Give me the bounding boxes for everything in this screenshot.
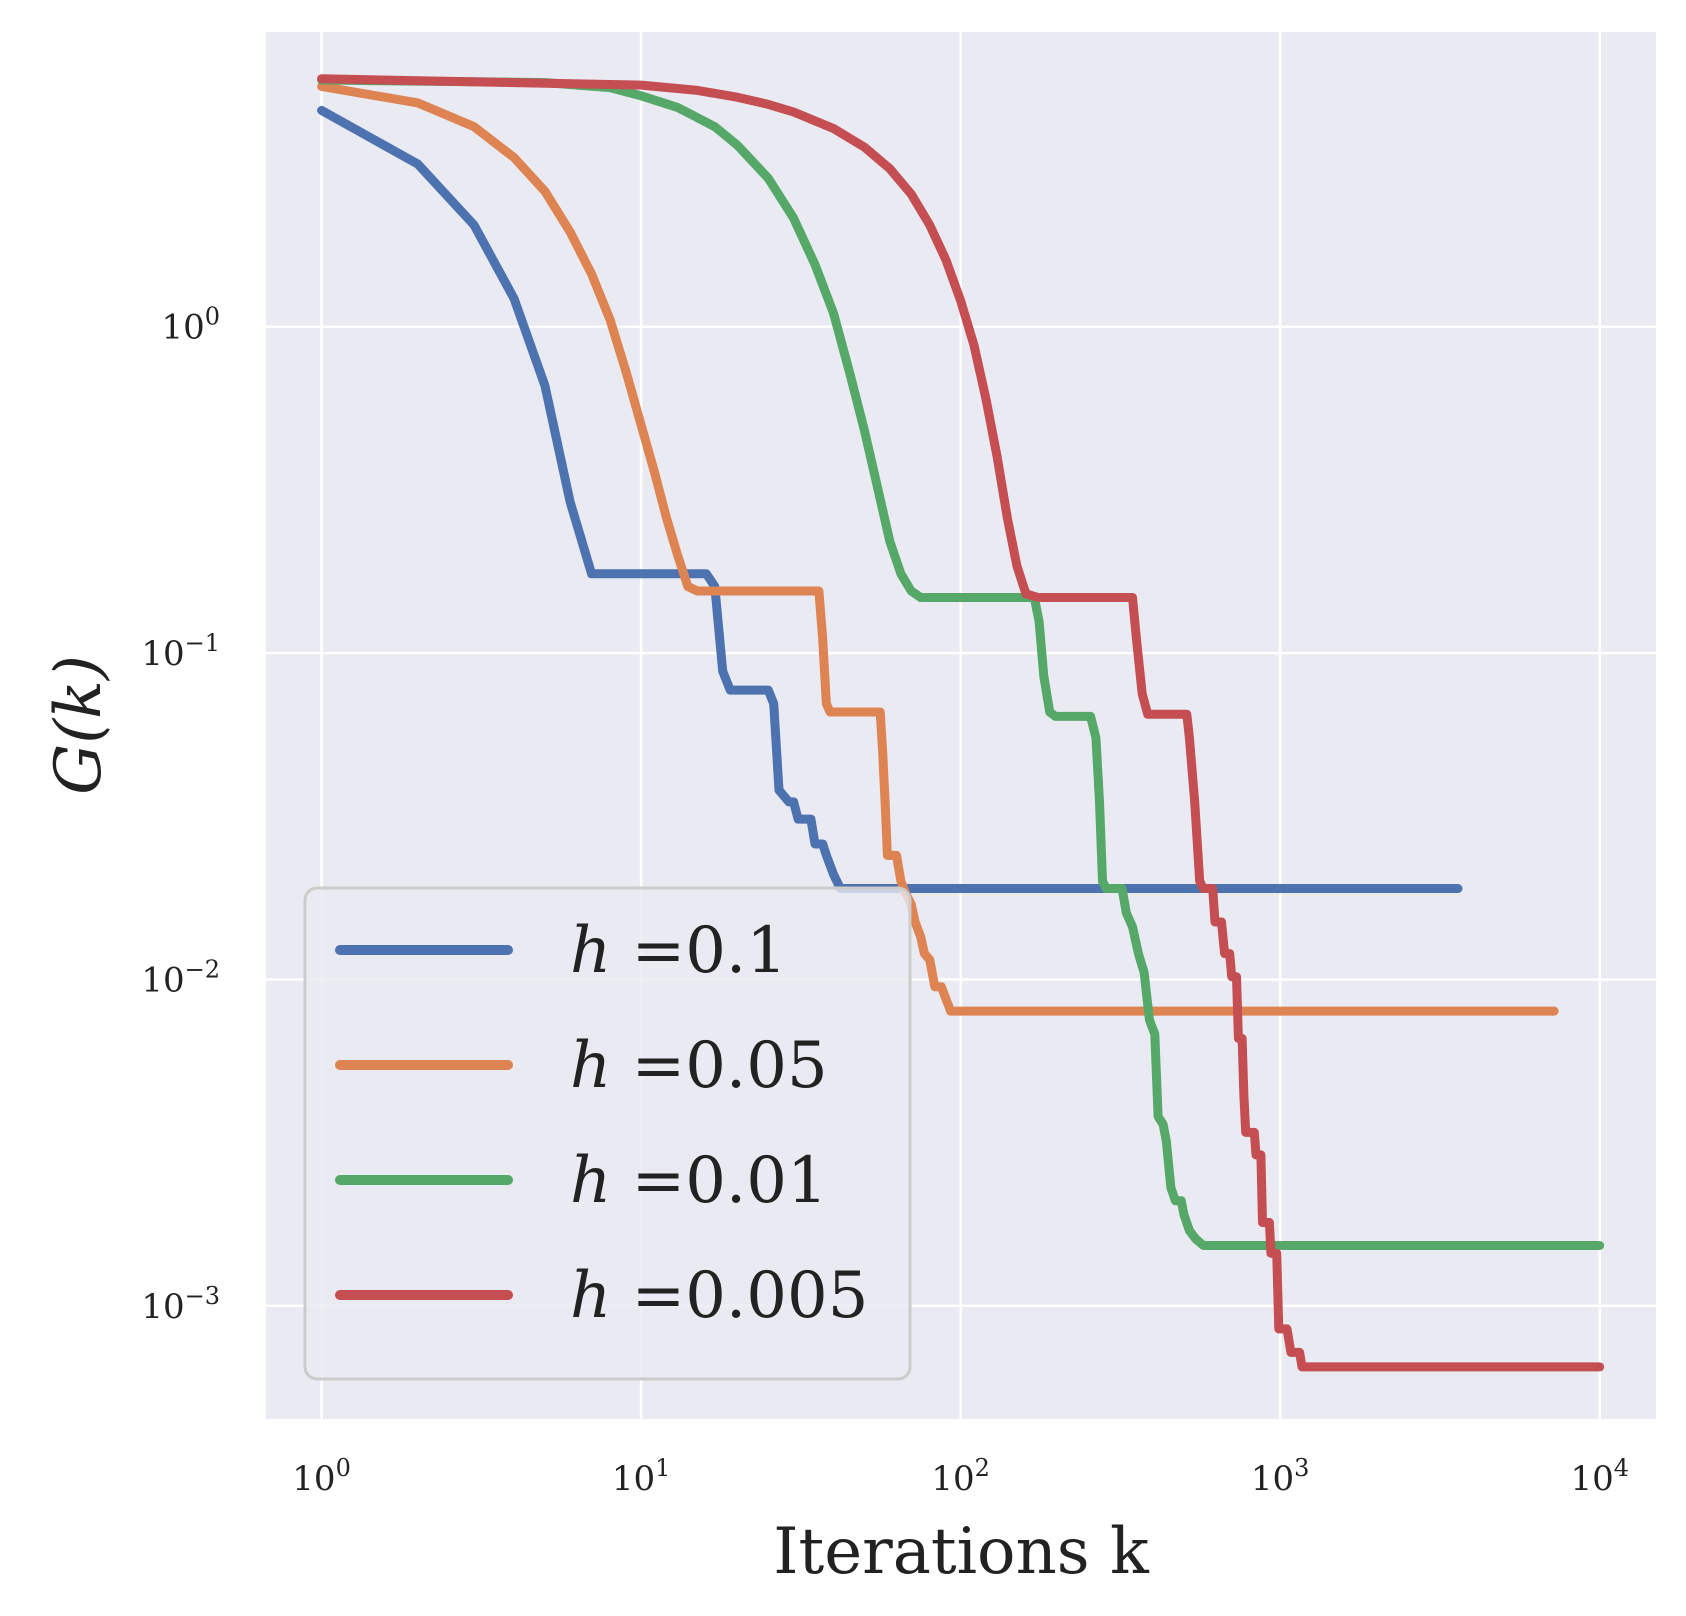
legend: h =0.1h =0.05h =0.01h =0.005 — [303, 886, 912, 1381]
y-tick-label-base: 10 — [141, 634, 184, 674]
y-tick-label: 100 — [161, 303, 220, 348]
x-tick-label-base: 10 — [931, 1459, 974, 1499]
x-tick-label: 101 — [612, 1454, 671, 1499]
legend-label-1: h =0.05 — [570, 1029, 828, 1103]
legend-label-0: h =0.1 — [570, 914, 787, 988]
legend-label-value: =0.05 — [632, 1029, 828, 1103]
x-tick-label: 100 — [292, 1454, 351, 1499]
y-tick-label: 10−2 — [141, 955, 220, 1000]
legend-box — [303, 886, 912, 1381]
y-tick-label-exponent: −3 — [185, 1282, 220, 1310]
y-tick-label: 10−3 — [141, 1282, 220, 1327]
legend-label-var: h — [570, 1029, 632, 1103]
y-tick-label: 10−1 — [141, 629, 220, 674]
legend-label-2: h =0.01 — [570, 1144, 828, 1218]
legend-label-var: h — [570, 1259, 632, 1333]
x-tick-label: 102 — [931, 1454, 990, 1499]
x-tick-label-exponent: 4 — [1614, 1454, 1629, 1482]
legend-label-value: =0.1 — [632, 914, 787, 988]
legend-label-var: h — [570, 914, 632, 988]
x-tick-labels: 100 101 102 103 104 — [292, 1454, 1629, 1499]
x-tick-label-base: 10 — [292, 1459, 335, 1499]
y-axis-title: G(k) — [42, 655, 116, 795]
x-tick-label-base: 10 — [1251, 1459, 1294, 1499]
x-axis-title: Iterations k — [773, 1515, 1150, 1589]
y-tick-label-exponent: −1 — [185, 629, 220, 657]
y-tick-label-exponent: 0 — [205, 303, 220, 331]
x-tick-label-exponent: 2 — [975, 1454, 990, 1482]
x-tick-label: 104 — [1570, 1454, 1629, 1499]
x-tick-label-exponent: 0 — [336, 1454, 351, 1482]
legend-label-var: h — [570, 1144, 632, 1218]
x-tick-label-base: 10 — [612, 1459, 655, 1499]
y-tick-label-base: 10 — [161, 308, 204, 348]
legend-label-3: h =0.005 — [570, 1259, 868, 1333]
series-line-3 — [317, 74, 1605, 1372]
x-tick-label-exponent: 1 — [655, 1454, 670, 1482]
y-tick-label-base: 10 — [141, 1287, 184, 1327]
x-tick-label: 103 — [1251, 1454, 1310, 1499]
series-line-1 — [317, 81, 1559, 1016]
y-tick-label-base: 10 — [141, 960, 184, 1000]
series-line-0 — [317, 105, 1463, 893]
series-lines — [317, 74, 1605, 1372]
x-tick-label-base: 10 — [1570, 1459, 1613, 1499]
x-tick-label-exponent: 3 — [1294, 1454, 1309, 1482]
y-tick-label-exponent: −2 — [185, 955, 220, 983]
legend-label-value: =0.005 — [632, 1259, 869, 1333]
series-line-2 — [317, 75, 1605, 1250]
legend-label-value: =0.01 — [632, 1144, 828, 1218]
